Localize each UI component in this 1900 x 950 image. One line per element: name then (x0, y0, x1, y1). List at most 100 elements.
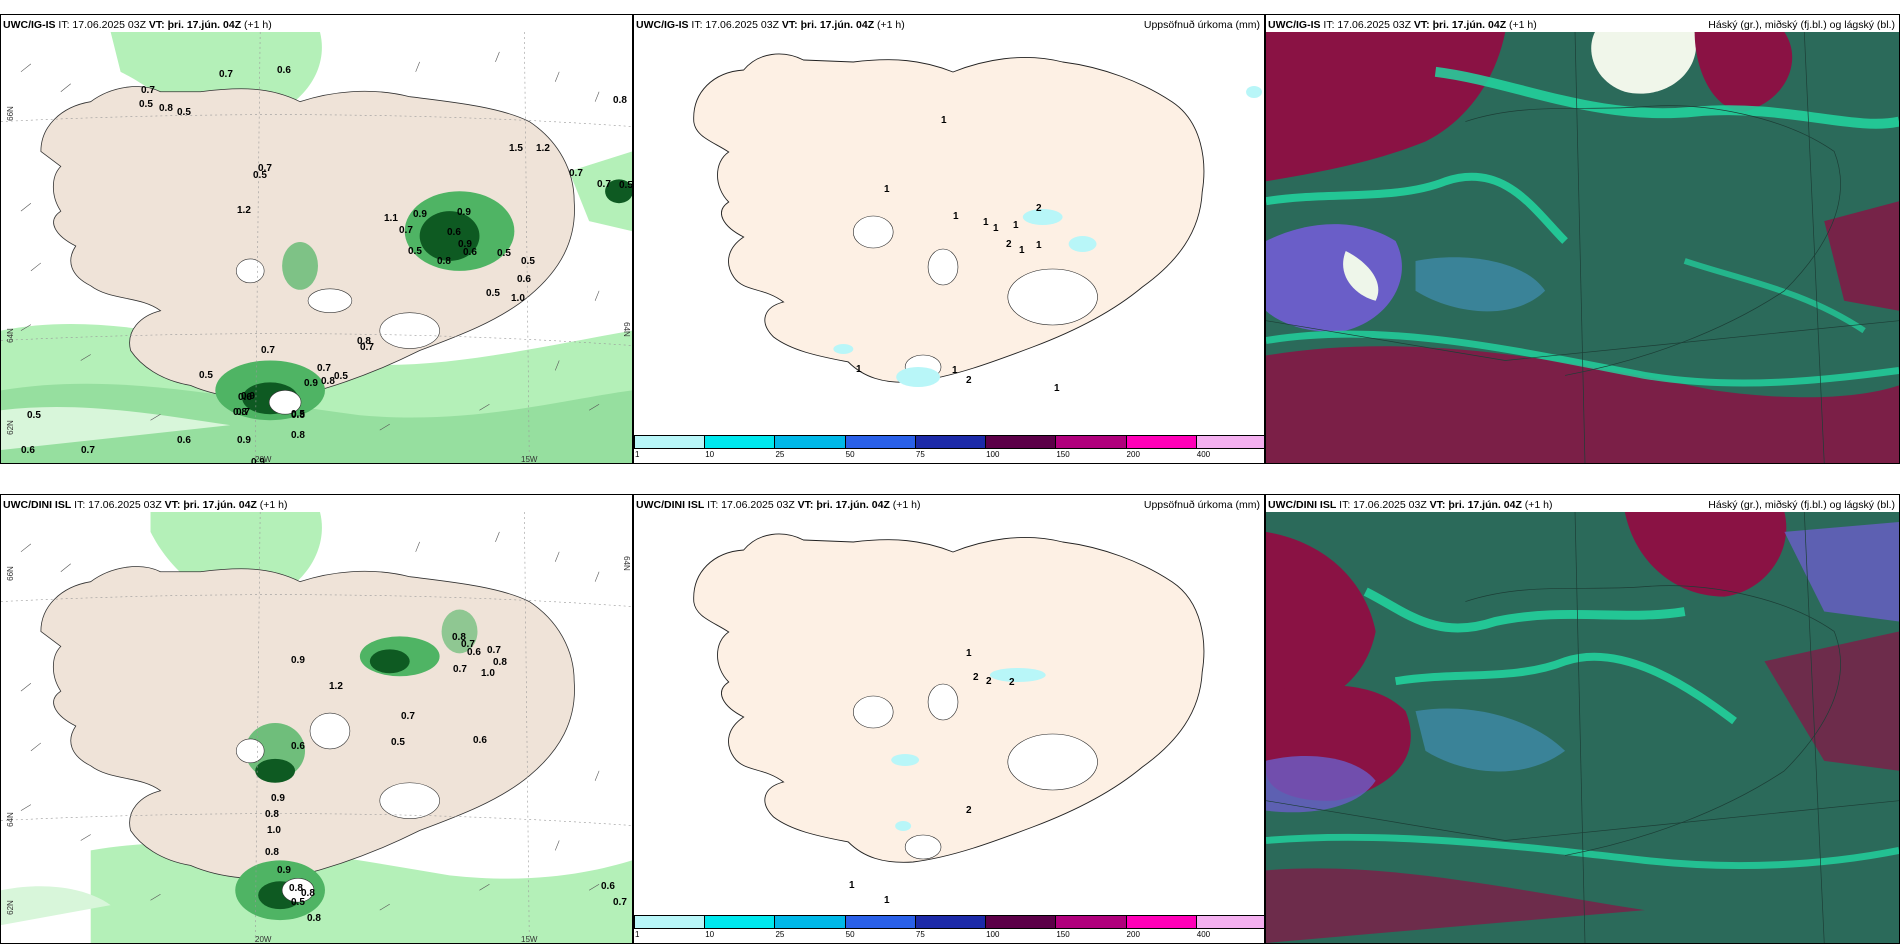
colorbar-tick-label: 100 (986, 450, 1000, 459)
precip-value-label: 1 (993, 223, 999, 234)
precip-value-label: 0.8 (307, 913, 321, 924)
precip-value-label: 0.5 (199, 370, 213, 381)
precip-value-label: 0.8 (159, 103, 173, 114)
precip-value-label: 0.9 (241, 391, 255, 402)
panel-r1-wind-precip: UWC/IG-IS IT: 17.06.2025 03Z VT: þri. 17… (0, 14, 633, 464)
colorbar-swatch (844, 915, 916, 929)
accum-precip-map[interactable] (634, 512, 1264, 915)
model-name: UWC/IG-IS (3, 19, 56, 31)
precip-value-label: 0.6 (517, 274, 531, 285)
precip-value-label: 0.7 (258, 163, 272, 174)
precip-value-label: 0.7 (141, 85, 155, 96)
map-canvas (1266, 32, 1899, 463)
wind-precip-map[interactable] (1, 512, 632, 943)
map-canvas (1, 512, 632, 943)
precip-colorbar: 1 10 25 50 75 100 150 200 400 (634, 433, 1264, 463)
lead-time: (+1 h) (892, 499, 921, 511)
precip-value-label: 2 (973, 672, 979, 683)
lat-label-bottom: 62N (5, 900, 15, 915)
valid-time: VT: þri. 17.jún. 04Z (164, 499, 257, 511)
lead-time: (+1 h) (1509, 19, 1537, 31)
panel-title: UWC/IG-IS IT: 17.06.2025 03Z VT: þri. 17… (1268, 19, 1537, 31)
accum-precip-map[interactable] (634, 32, 1264, 435)
precip-value-label: 1 (983, 217, 989, 228)
precip-value-label: 0.7 (461, 639, 475, 650)
init-time: IT: 17.06.2025 03Z (74, 499, 162, 511)
precip-value-label: 0.9 (304, 378, 318, 389)
colorbar-tick-label: 100 (986, 930, 1000, 939)
precip-value-label: 0.9 (237, 435, 251, 446)
colorbar-swatch (1125, 915, 1197, 929)
precip-value-label: 1.0 (481, 668, 495, 679)
valid-time: VT: þri. 17.jún. 04Z (1413, 19, 1507, 31)
precip-value-label: 2 (986, 676, 992, 687)
precip-value-label: 1 (849, 880, 855, 891)
precip-value-label: 0.7 (487, 645, 501, 656)
colorbar-swatch (914, 915, 987, 929)
precip-value-label: 0.8 (291, 430, 305, 441)
colorbar-tick-label: 10 (705, 450, 715, 459)
colorbar-tick-label: 10 (705, 930, 715, 939)
precip-value-label: 1 (1036, 240, 1042, 251)
precip-value-label: 2 (1036, 203, 1042, 214)
precip-value-label: 0.5 (291, 897, 305, 908)
precip-value-label: 0.9 (291, 655, 305, 666)
lead-time: (+1 h) (259, 499, 288, 511)
colorbar-tick-label: 1 (635, 930, 640, 939)
colorbar-tick-label: 150 (1056, 450, 1070, 459)
valid-time: VT: þri. 17.jún. 04Z (1429, 499, 1522, 511)
init-time: IT: 17.06.2025 03Z (691, 19, 779, 31)
valid-time: VT: þri. 17.jún. 04Z (148, 19, 242, 31)
precip-colorbar: 1 10 25 50 75 100 150 200 400 (634, 913, 1264, 943)
colorbar-swatch (914, 435, 987, 449)
init-time: IT: 17.06.2025 03Z (1323, 19, 1411, 31)
map-canvas (1, 32, 632, 463)
precip-value-label: 0.8 (437, 256, 451, 267)
precip-value-label: 0.7 (569, 168, 583, 179)
lat-label-top: 66N (5, 106, 15, 121)
precip-value-label: 0.9 (271, 793, 285, 804)
map-canvas (634, 32, 1264, 435)
colorbar-swatch (844, 435, 916, 449)
colorbar-tick-label: 50 (845, 930, 855, 939)
colorbar-tick-label: 150 (1056, 930, 1070, 939)
lat-label-right: 64N (621, 322, 631, 337)
colorbar-swatch (1125, 435, 1197, 449)
init-time: IT: 17.06.2025 03Z (1339, 499, 1427, 511)
precip-value-label: 0.5 (253, 170, 267, 181)
precip-value-label: 0.9 (458, 239, 472, 250)
precip-value-label: 0.5 (408, 246, 422, 257)
cloud-cover-map[interactable] (1266, 32, 1899, 463)
precip-value-label: 0.7 (453, 664, 467, 675)
wind-precip-map[interactable] (1, 32, 632, 463)
precip-value-label: 0.9 (251, 457, 265, 464)
precip-value-label: 0.7 (401, 711, 415, 722)
model-name: UWC/DINI ISL (3, 499, 72, 511)
precip-value-label: 0.8 (321, 376, 335, 387)
precip-value-label: 0.7 (399, 225, 413, 236)
panel-r2-wind-precip: UWC/DINI ISL IT: 17.06.2025 03Z VT: þri.… (0, 494, 633, 944)
lat-label-bottom: 62N (5, 420, 15, 435)
panel-title: UWC/DINI ISL IT: 17.06.2025 03Z VT: þri.… (1268, 499, 1553, 511)
panel-r2-accum-precip: UWC/DINI ISL IT: 17.06.2025 03Z VT: þri.… (633, 494, 1265, 944)
precip-value-label: 0.7 (261, 345, 275, 356)
precip-value-label: 0.6 (463, 247, 477, 258)
precip-value-label: 1.2 (237, 205, 251, 216)
precip-value-label: 2 (966, 375, 972, 386)
precip-value-label: 0.6 (21, 445, 35, 456)
colorbar-tick-label: 75 (915, 930, 925, 939)
precip-value-label: 1.2 (536, 143, 550, 154)
panel-field-title: Háský (gr.), miðský (fj.bl.) og lágský (… (1708, 499, 1895, 511)
lon-label-b: 15W (521, 935, 538, 944)
precip-value-label: 0.7 (597, 179, 611, 190)
precip-value-label: 1.0 (511, 293, 525, 304)
precip-value-label: 0.8 (493, 657, 507, 668)
precip-value-label: 0.8 (301, 888, 315, 899)
model-name: UWC/DINI ISL (1268, 499, 1337, 511)
precip-value-label: 0.7 (613, 897, 627, 908)
cloud-cover-map[interactable] (1266, 512, 1899, 943)
colorbar-swatch (704, 915, 776, 929)
precip-value-label: 1 (884, 895, 890, 906)
map-canvas (1266, 512, 1899, 943)
panel-title: UWC/IG-IS IT: 17.06.2025 03Z VT: þri. 17… (636, 19, 905, 31)
